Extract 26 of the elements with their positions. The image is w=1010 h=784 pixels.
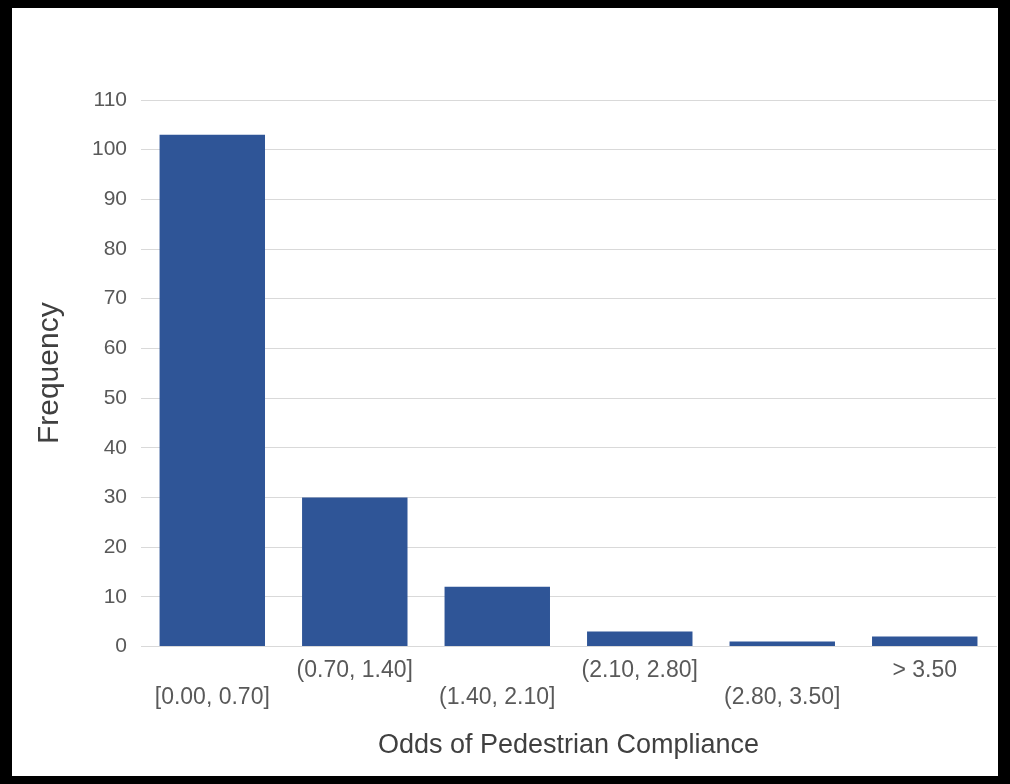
x-tick-label: > 3.50: [892, 655, 958, 682]
bar: [159, 134, 266, 646]
y-tick-label: 50: [103, 384, 128, 408]
bar: [729, 641, 835, 646]
x-tick-label: (2.10, 2.80]: [581, 655, 698, 682]
y-tick-label: 30: [103, 484, 128, 508]
x-tick-label: [0.00, 0.70]: [154, 683, 270, 710]
y-tick-label: 90: [103, 186, 128, 210]
y-tick-label: 60: [103, 335, 128, 359]
y-tick-label: 0: [115, 633, 128, 657]
bar: [444, 586, 550, 646]
y-tick-label: 70: [103, 285, 128, 309]
y-tick-label: 100: [91, 136, 128, 160]
y-tick-label: 80: [103, 235, 128, 259]
y-tick-label: 20: [103, 533, 128, 557]
y-tick-label: 40: [103, 434, 128, 458]
x-tick-label: (1.40, 2.10]: [439, 683, 556, 710]
x-axis-title: Odds of Pedestrian Compliance: [377, 729, 760, 760]
x-tick-label: (0.70, 1.40]: [296, 655, 413, 682]
bar: [872, 636, 978, 646]
y-tick-label: 110: [93, 86, 128, 110]
bar: [302, 497, 408, 646]
y-tick-label: 10: [103, 583, 128, 607]
y-axis-title: Frequency: [31, 302, 65, 445]
x-tick-label: (2.80, 3.50]: [724, 683, 841, 710]
bar: [587, 631, 693, 646]
